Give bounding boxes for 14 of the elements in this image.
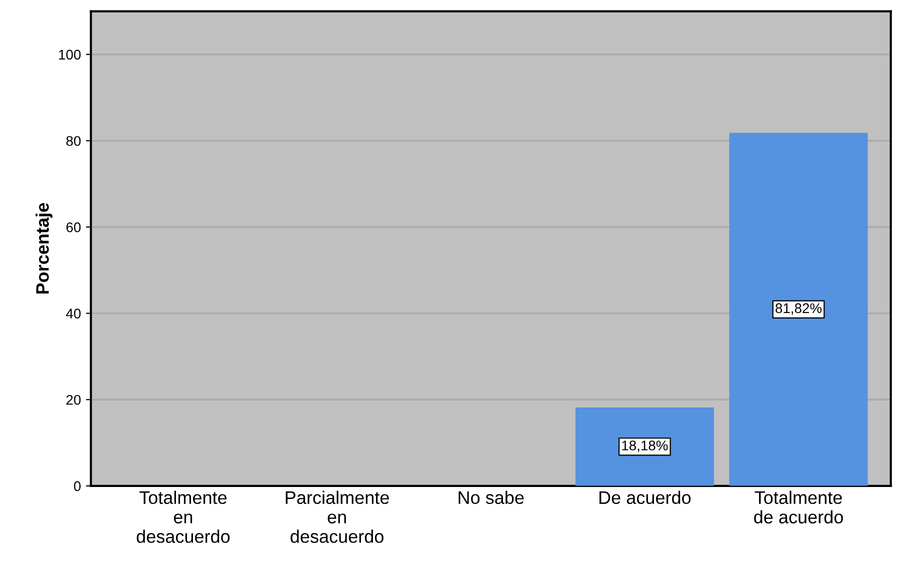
x-tick-label: Parcialmente en desacuerdo <box>286 490 389 543</box>
x-tick-label: Totalmente en desacuerdo <box>136 490 230 543</box>
y-axis-title: Porcentaje <box>36 203 52 294</box>
y-tick-label: 60 <box>66 222 81 232</box>
y-tick-label: 20 <box>66 394 81 405</box>
y-tick-label: 100 <box>59 50 81 60</box>
x-tick-label: De acuerdo <box>600 490 691 504</box>
y-tick-label: 0 <box>74 481 81 492</box>
data-label: 81,82% <box>776 303 822 315</box>
x-tick-label: Totalmente de acuerdo <box>754 490 843 524</box>
data-label: 18,18% <box>622 440 668 452</box>
x-tick-label: No sabe <box>458 490 524 504</box>
y-tick-label: 80 <box>66 136 81 146</box>
y-tick-label: 40 <box>66 308 81 318</box>
